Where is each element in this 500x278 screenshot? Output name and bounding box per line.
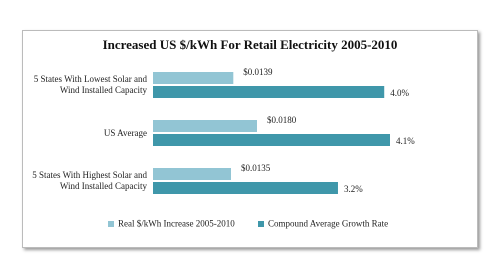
bar [153,72,234,84]
legend-label: Real $/kWh Increase 2005-2010 [118,219,235,229]
value-label: 4.0% [390,88,409,98]
category-label: US Average [103,127,147,138]
legend-swatch [108,221,114,227]
bar [153,86,385,98]
value-label: 4.1% [396,136,415,146]
category-label: 5 States With Highest Solar and Wind Ins… [32,170,147,191]
value-label: $0.0135 [241,163,271,173]
value-label: 3.2% [344,184,363,194]
legend-swatch [258,221,264,227]
bar [153,120,257,132]
value-label: $0.0139 [243,67,273,77]
category-label: 5 States With Lowest Solar and Wind Inst… [33,74,147,95]
chart-title: Increased US $/kWh For Retail Electricit… [102,37,398,52]
bar [153,182,338,194]
legend-label: Compound Average Growth Rate [268,219,388,229]
bar [153,134,390,146]
value-label: $0.0180 [267,115,297,125]
bar [153,168,231,180]
